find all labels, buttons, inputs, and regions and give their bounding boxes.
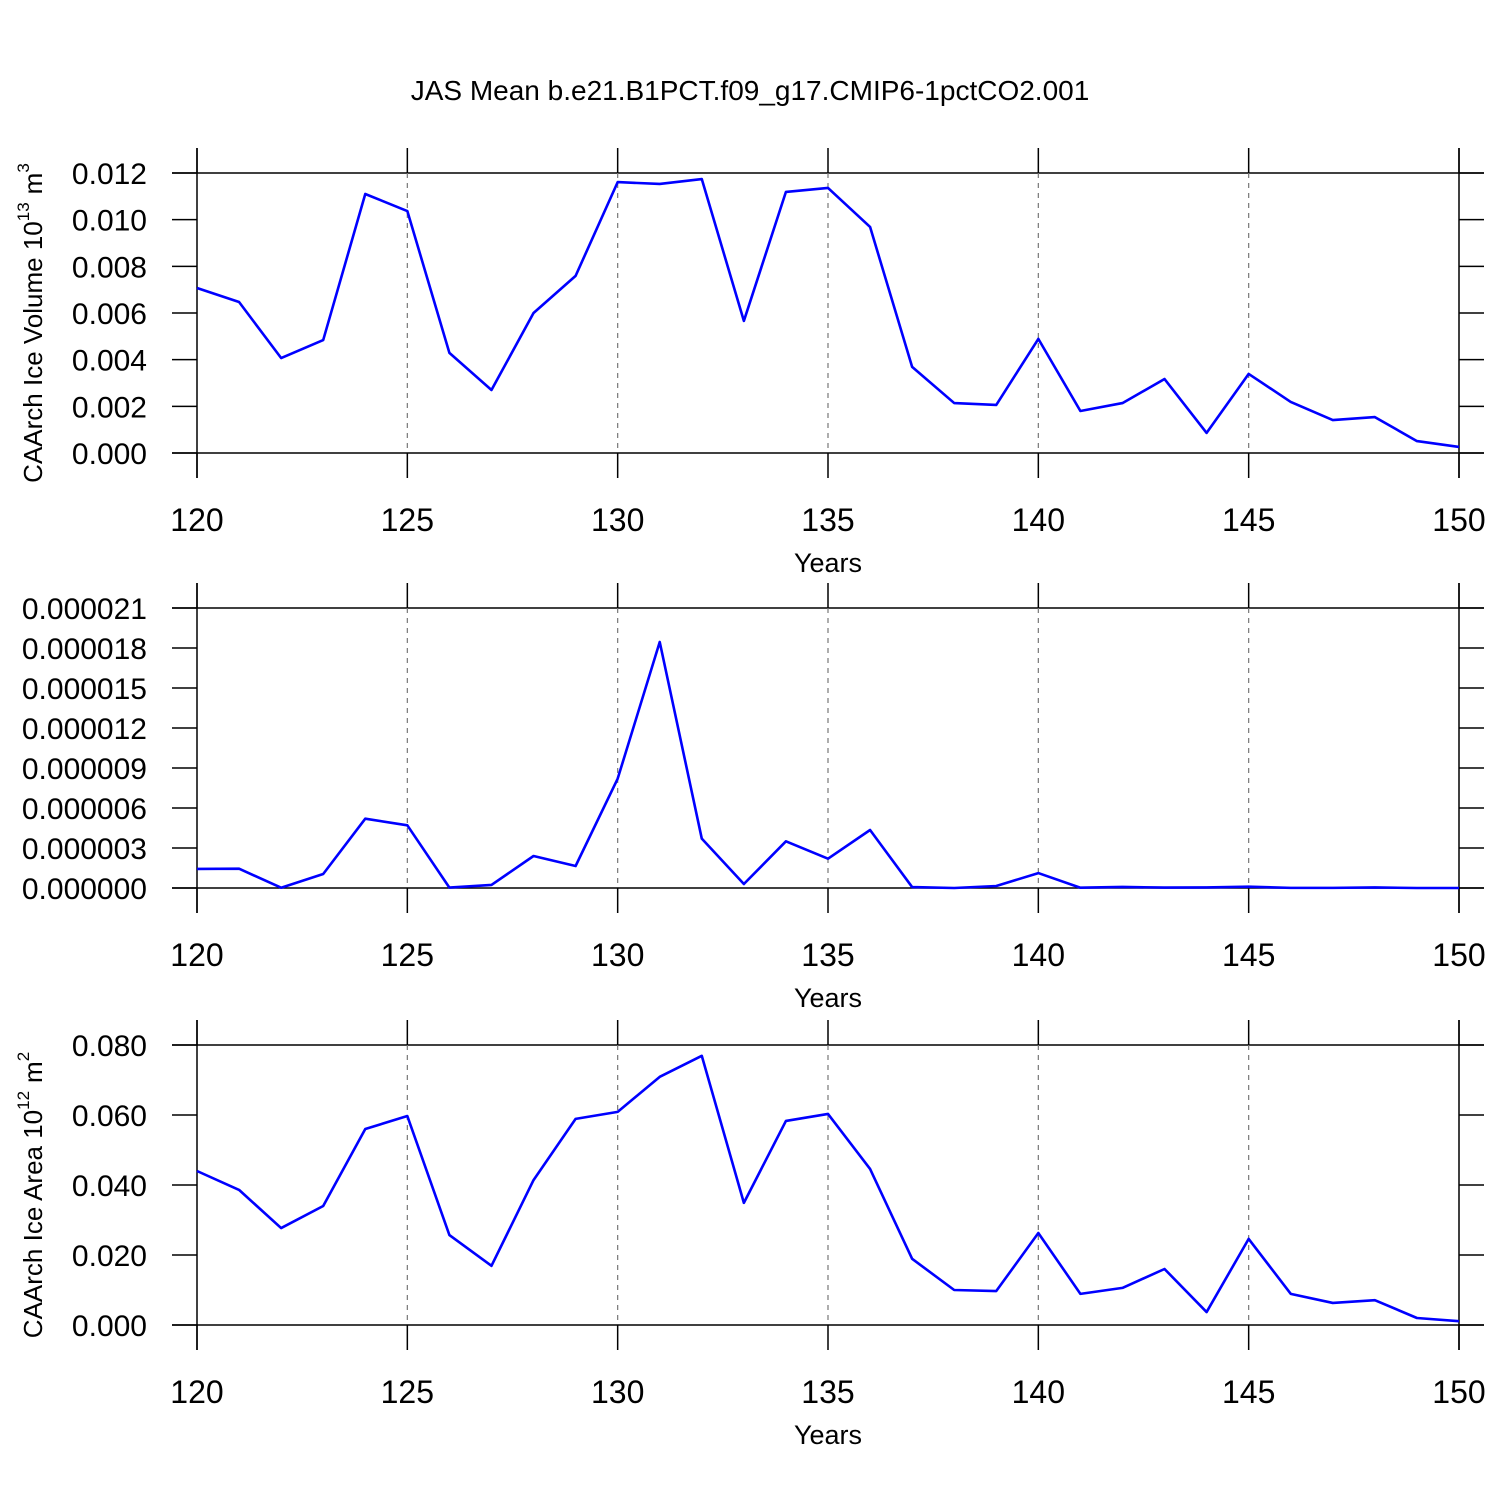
x-tick-label: 130	[591, 1374, 644, 1410]
x-tick-label: 150	[1432, 937, 1485, 973]
y-axis-label-part: CAArch Ice Area 10	[18, 1110, 48, 1338]
y-tick-label: 0.000015	[22, 673, 147, 706]
x-axis-label: Years	[794, 1420, 862, 1450]
y-tick-label: 0.008	[72, 251, 147, 284]
y-tick-label: 0.080	[72, 1030, 147, 1063]
x-tick-label: 125	[381, 502, 434, 538]
data-line	[196, 177, 1460, 449]
y-tick-label: 0.000012	[22, 713, 147, 746]
x-tick-label: 140	[1012, 1374, 1065, 1410]
y-tick-label: 0.000	[72, 1310, 147, 1343]
x-tick-label: 135	[801, 502, 854, 538]
y-tick-label: 0.000006	[22, 793, 147, 826]
y-tick-label: 0.020	[72, 1240, 147, 1273]
y-axis-label-part: m	[18, 1061, 48, 1083]
y-axis-label-part: 2	[14, 1052, 33, 1061]
y-axis-label-part: 12	[14, 1091, 33, 1110]
y-axis-label-part: 3	[14, 163, 33, 172]
x-tick-label: 140	[1012, 502, 1065, 538]
x-tick-label: 150	[1432, 1374, 1485, 1410]
x-tick-label: 125	[381, 1374, 434, 1410]
y-tick-label: 0.000021	[22, 593, 147, 626]
x-tick-label: 120	[170, 937, 223, 973]
y-tick-label: 0.000003	[22, 833, 147, 866]
y-tick-label: 0.060	[72, 1100, 147, 1133]
y-tick-label: 0.000009	[22, 753, 147, 786]
x-tick-label: 135	[801, 1374, 854, 1410]
y-tick-label: 0.006	[72, 298, 147, 331]
x-tick-label: 125	[381, 937, 434, 973]
y-tick-label: 0.000	[72, 438, 147, 471]
x-axis-label: Years	[794, 548, 862, 578]
chart-title: JAS Mean b.e21.B1PCT.f09_g17.CMIP6-1pctC…	[411, 75, 1090, 106]
y-axis-label-part: m	[18, 173, 48, 195]
y-tick-label: 0.012	[72, 158, 147, 191]
y-tick-label: 0.010	[72, 205, 147, 238]
x-tick-label: 140	[1012, 937, 1065, 973]
x-axis-label: Years	[794, 983, 862, 1013]
y-axis-label: CAArch Ice Volume 1013 m3	[14, 163, 48, 483]
x-tick-label: 120	[170, 502, 223, 538]
x-tick-label: 130	[591, 502, 644, 538]
y-axis-label-part: CAArch Ice Volume 10	[18, 221, 48, 483]
y-tick-label: 0.000018	[22, 633, 147, 666]
x-tick-label: 120	[170, 1374, 223, 1410]
x-tick-label: 130	[591, 937, 644, 973]
y-axis-label: CAArch Ice Area 1012 m2	[14, 1052, 48, 1338]
y-tick-label: 0.040	[72, 1170, 147, 1203]
x-tick-label: 145	[1222, 502, 1275, 538]
x-tick-label: 145	[1222, 1374, 1275, 1410]
data-line	[196, 1054, 1460, 1323]
x-tick-label: 145	[1222, 937, 1275, 973]
y-axis-label-part: 13	[14, 202, 33, 221]
x-tick-label: 150	[1432, 502, 1485, 538]
y-tick-label: 0.002	[72, 391, 147, 424]
x-tick-label: 135	[801, 937, 854, 973]
data-line	[196, 640, 1459, 890]
y-tick-label: 0.000000	[22, 873, 147, 906]
y-tick-label: 0.004	[72, 345, 147, 378]
